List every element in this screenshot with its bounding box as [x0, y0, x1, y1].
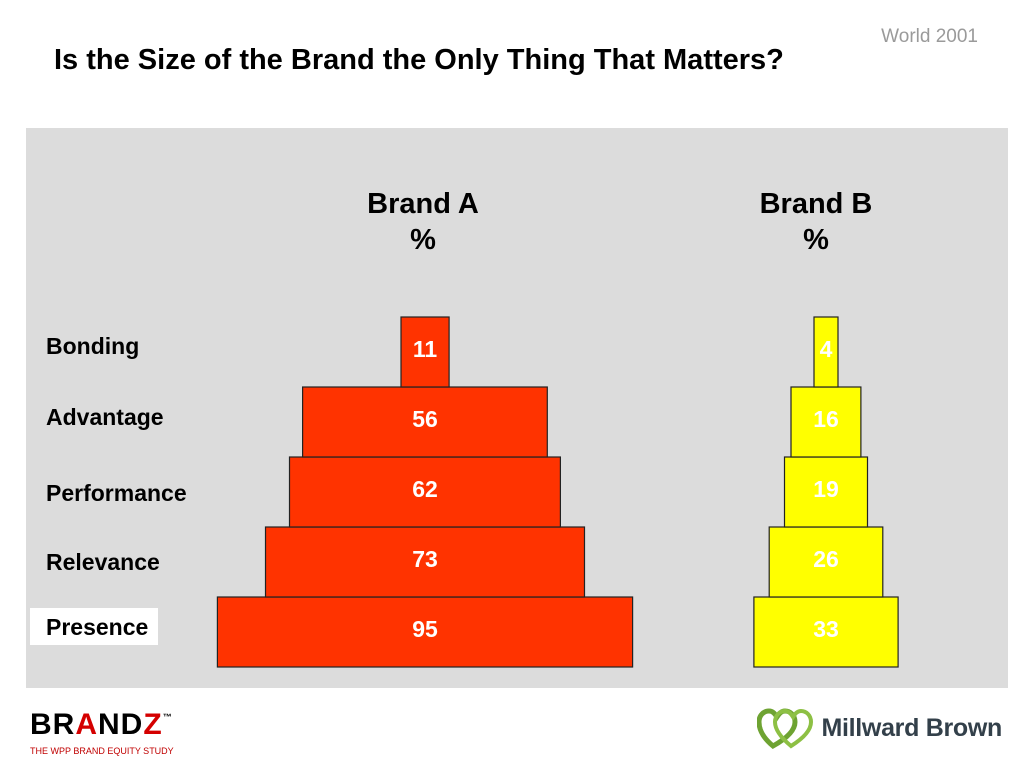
bar-a-bonding [400, 316, 450, 388]
label-a-bonding: 11 [413, 336, 438, 362]
label-a-presence: 95 [412, 616, 438, 642]
bar-b-presence [753, 596, 899, 668]
series-brand-a: 95 73 62 56 11 [216, 316, 634, 668]
row-label-advantage: Advantage [46, 404, 164, 430]
bar-b-bonding [813, 316, 839, 388]
slide-title: Is the Size of the Brand the Only Thing … [54, 44, 784, 76]
label-a-relevance: 73 [412, 546, 438, 572]
series-brand-b: 33 26 19 16 4 [753, 316, 899, 668]
brand-a-name: Brand A [367, 188, 479, 220]
brand-b-heading: Brand B % [706, 186, 926, 258]
label-a-advantage: 56 [412, 406, 438, 432]
brandz-a: A [75, 708, 99, 741]
brand-a-unit: % [410, 224, 436, 256]
millward-brown-logo: Millward Brown [757, 706, 1002, 750]
row-label-relevance: Relevance [46, 549, 160, 575]
label-b-advantage: 16 [813, 406, 839, 432]
brandz-nd: ND [98, 708, 144, 741]
bar-b-advantage [790, 386, 862, 458]
row-label-presence: Presence [30, 608, 159, 645]
brandz-z: Z [143, 708, 163, 741]
corner-label: World 2001 [881, 26, 978, 47]
row-label-performance: Performance [46, 480, 187, 506]
hearts-icon [757, 708, 814, 750]
label-b-relevance: 26 [813, 546, 839, 572]
bar-a-relevance [264, 526, 586, 598]
millward-brown-name: Millward Brown [821, 713, 1002, 742]
row-label-bonding: Bonding [46, 333, 140, 359]
pyramid-chart: 95 73 62 56 11 33 26 19 16 4 [216, 316, 899, 668]
bar-b-relevance [768, 526, 884, 598]
brand-b-name: Brand B [759, 188, 873, 220]
bar-a-performance [288, 456, 561, 528]
brandz-subtitle: THE WPP BRAND EQUITY STUDY [30, 746, 174, 756]
bar-a-presence [216, 596, 634, 668]
label-b-performance: 19 [813, 476, 839, 502]
brand-a-heading: Brand A % [313, 186, 533, 258]
brand-b-unit: % [803, 224, 829, 256]
brandz-logo: BRANDZ™ [30, 708, 173, 742]
label-b-bonding: 4 [820, 336, 833, 362]
brandz-br: BR [30, 708, 76, 741]
chart-panel: Brand A % Brand B % Bonding Advantage Pe… [26, 128, 1008, 688]
brandz-tm: ™ [162, 712, 173, 722]
label-b-presence: 33 [813, 616, 839, 642]
label-a-performance: 62 [412, 476, 438, 502]
